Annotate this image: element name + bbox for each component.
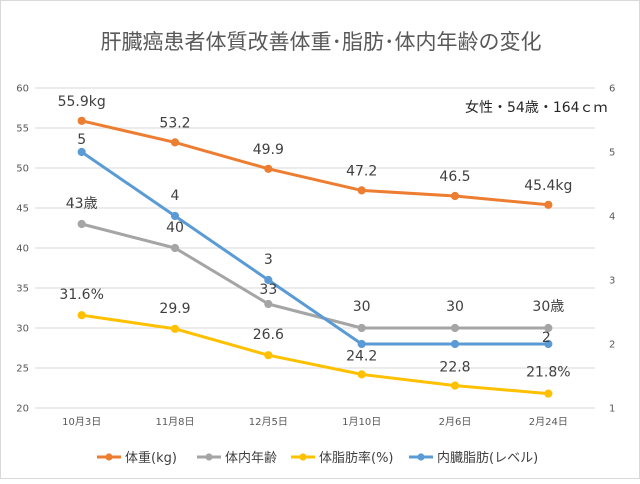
data-label: 21.8% — [526, 365, 570, 381]
data-label: 40 — [166, 220, 184, 236]
data-point — [544, 323, 553, 333]
chart-title: 肝臓癌患者体質改善体重･脂肪･体内年齢の変化 — [101, 30, 542, 54]
legend-item: 体脂肪率(%) — [291, 450, 394, 466]
left-tick-label: 55 — [16, 124, 29, 135]
legend-label: 体脂肪率(%) — [319, 450, 394, 466]
data-point — [170, 211, 180, 221]
legend: 体重(kg) 体内年齢 体脂肪率(%) 内臓脂肪(レベル) — [97, 450, 538, 466]
data-point — [357, 370, 366, 379]
data-label: 55.9kg — [58, 94, 106, 110]
data-label: 33 — [259, 282, 277, 298]
data-labels: 55.9kg 53.2 49.9 47.2 46.5 45.4kg 43歳 40 33 30 30 3… — [58, 94, 573, 381]
data-label: 3 — [264, 252, 273, 268]
subject-annotation: 女性・54歳・164ｃｍ — [465, 99, 608, 116]
data-label: 4 — [171, 188, 180, 204]
right-tick-label: 6 — [609, 84, 615, 95]
data-label: 49.9 — [253, 142, 284, 158]
legend-swatch-marker — [105, 453, 113, 461]
data-label: 5 — [77, 132, 86, 148]
data-point — [77, 147, 86, 157]
series-line — [80, 313, 550, 396]
right-tick-label: 1 — [609, 404, 615, 415]
right-tick-label: 5 — [609, 148, 615, 159]
data-point — [170, 138, 180, 147]
legend-item: 体内年齢 — [197, 450, 277, 466]
x-tick-label: 1月10日 — [342, 416, 381, 428]
series-line — [80, 119, 550, 207]
x-tick-label: 12月5日 — [249, 416, 288, 428]
data-point — [264, 275, 273, 285]
data-label: 30歳 — [532, 299, 564, 315]
series-line — [80, 150, 550, 346]
data-label: 43歳 — [66, 196, 98, 212]
legend-swatch-marker — [299, 453, 307, 461]
data-point — [544, 389, 553, 398]
data-point — [264, 351, 273, 360]
data-point — [450, 381, 460, 390]
left-tick-label: 30 — [16, 324, 29, 335]
data-point — [450, 323, 460, 333]
data-label: 45.4kg — [524, 178, 572, 194]
data-label: 47.2 — [346, 163, 377, 179]
left-tick-label: 40 — [16, 244, 29, 255]
plot-area — [77, 116, 553, 398]
data-label: 53.2 — [159, 115, 190, 131]
data-label: 26.6 — [253, 327, 284, 343]
left-tick-label: 25 — [16, 364, 29, 375]
data-label: 30 — [446, 299, 464, 315]
data-point — [170, 243, 180, 253]
left-tick-label: 35 — [16, 284, 29, 295]
x-tick-label: 10月3日 — [62, 416, 101, 428]
data-label: 29.9 — [159, 301, 190, 317]
data-label: 22.8 — [439, 360, 470, 376]
data-point — [77, 219, 86, 229]
data-point — [450, 339, 460, 349]
data-point — [357, 323, 366, 333]
data-point — [77, 116, 86, 125]
data-point — [357, 186, 366, 195]
legend-label: 体重(kg) — [125, 450, 177, 466]
data-point — [544, 339, 553, 349]
legend-label: 体内年齢 — [225, 450, 277, 466]
left-tick-label: 45 — [16, 204, 29, 215]
legend-swatch-marker — [417, 453, 425, 461]
data-label: 30 — [353, 299, 371, 315]
data-point — [170, 324, 180, 333]
x-tick-label: 2月6日 — [439, 416, 472, 428]
x-tick-label: 11月8日 — [155, 416, 194, 428]
data-label: 24.2 — [346, 348, 377, 364]
data-point — [264, 164, 273, 173]
data-point — [77, 311, 86, 320]
x-tick-label: 2月24日 — [529, 416, 568, 428]
data-point — [264, 299, 273, 309]
legend-item: 体重(kg) — [97, 450, 177, 466]
left-tick-label: 50 — [16, 164, 29, 175]
right-tick-label: 3 — [609, 276, 615, 287]
legend-item: 内臓脂肪(レベル) — [409, 450, 538, 466]
gridlines — [35, 87, 595, 409]
left-tick-label: 20 — [16, 404, 29, 415]
left-tick-label: 60 — [16, 84, 29, 95]
data-label: 2 — [542, 330, 551, 346]
right-axis: 1 2 3 4 5 6 — [609, 84, 615, 415]
legend-swatch-marker — [205, 453, 213, 461]
data-point — [544, 200, 553, 209]
right-tick-label: 2 — [609, 340, 615, 351]
left-axis: 20 25 30 35 40 45 50 55 60 — [16, 84, 29, 415]
data-label: 31.6% — [59, 287, 103, 303]
legend-label: 内臓脂肪(レベル) — [437, 450, 538, 466]
series-line — [80, 222, 550, 330]
data-label: 46.5 — [439, 169, 470, 185]
right-tick-label: 4 — [609, 212, 615, 223]
x-axis: 10月3日 11月8日 12月5日 1月10日 2月6日 2月24日 — [62, 416, 568, 428]
data-point — [357, 339, 366, 349]
data-point — [450, 191, 460, 201]
